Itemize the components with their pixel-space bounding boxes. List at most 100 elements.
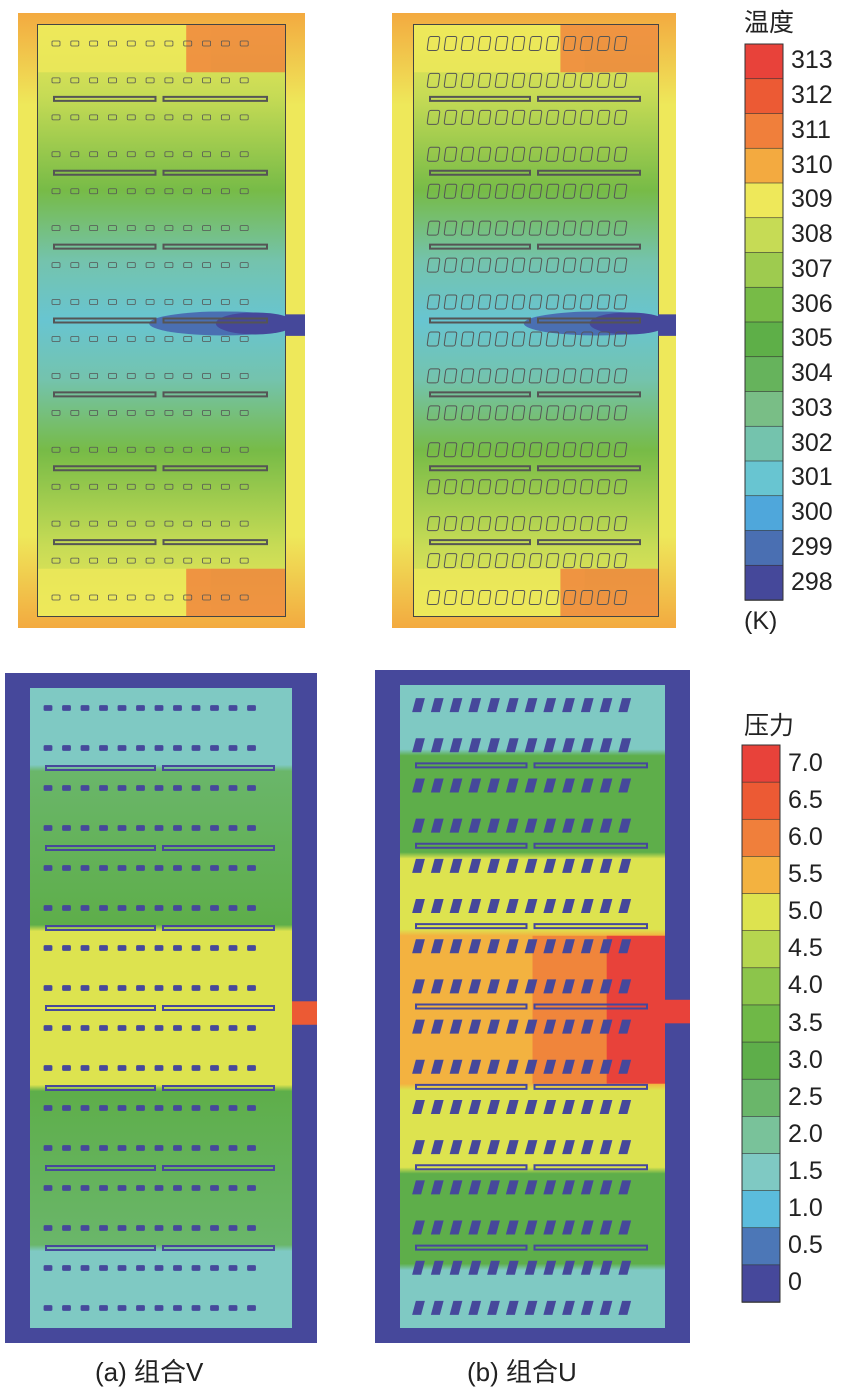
slot <box>80 865 90 871</box>
slot <box>613 553 628 569</box>
slot <box>210 1305 219 1311</box>
slot <box>247 985 256 991</box>
slot <box>202 299 211 305</box>
slot <box>191 705 201 711</box>
slot <box>613 442 628 458</box>
slot <box>43 1185 53 1191</box>
slot <box>580 1300 594 1315</box>
slot <box>487 858 500 873</box>
slot <box>99 705 108 711</box>
slot <box>599 1019 613 1034</box>
slot <box>43 1145 53 1151</box>
slot <box>528 257 543 273</box>
slot <box>579 220 594 236</box>
slot <box>618 1059 632 1074</box>
slot <box>164 409 174 416</box>
slot <box>117 1225 127 1231</box>
slot <box>412 698 425 713</box>
slot <box>202 188 211 195</box>
slot <box>562 899 575 914</box>
slot <box>579 331 594 347</box>
slot <box>618 939 632 954</box>
temperature-legend-label: 304 <box>791 359 833 388</box>
slot <box>430 778 444 793</box>
slot <box>70 262 80 268</box>
slot <box>528 516 543 532</box>
caption-a: (a) 组合V <box>95 1357 204 1387</box>
slot <box>613 109 628 125</box>
slot <box>183 336 193 342</box>
slot <box>247 1065 256 1071</box>
slot <box>412 858 425 873</box>
slot <box>228 945 238 951</box>
outlet-channel <box>665 999 690 1024</box>
slot <box>247 1265 256 1271</box>
slot <box>70 188 80 195</box>
slot <box>505 1099 519 1114</box>
slot <box>173 825 182 831</box>
slot <box>562 818 575 833</box>
slot <box>430 1180 444 1195</box>
slot <box>99 1065 108 1071</box>
slot <box>562 1180 575 1195</box>
slot <box>43 1105 53 1111</box>
slot <box>117 1145 127 1151</box>
slot <box>108 225 117 232</box>
slot <box>511 183 526 199</box>
slot <box>468 1260 482 1275</box>
slot <box>528 368 543 384</box>
temperature-legend-label: 311 <box>791 115 831 144</box>
slot <box>545 72 560 88</box>
slot <box>164 77 174 84</box>
slot <box>99 1305 108 1311</box>
slot <box>183 520 193 527</box>
slot <box>108 336 117 342</box>
slot <box>220 299 230 305</box>
baffle <box>53 95 157 102</box>
slot <box>183 557 193 564</box>
baffle <box>53 243 157 250</box>
slot <box>596 442 611 458</box>
slot <box>108 77 117 84</box>
slot <box>108 151 117 158</box>
slot <box>108 446 117 453</box>
slot <box>579 72 594 88</box>
slot <box>460 405 475 421</box>
slot <box>164 557 174 564</box>
slot <box>443 442 458 458</box>
slot <box>191 985 201 991</box>
slot <box>43 1025 53 1031</box>
slot <box>494 331 509 347</box>
slot <box>173 785 182 791</box>
slot <box>543 778 557 793</box>
slot <box>117 745 127 751</box>
slot <box>136 1305 145 1311</box>
slot <box>80 1105 90 1111</box>
slot <box>202 225 211 232</box>
slot <box>494 442 509 458</box>
slot <box>43 1305 53 1311</box>
slot <box>511 220 526 236</box>
slot <box>210 1025 219 1031</box>
slot <box>449 1099 463 1114</box>
slot <box>443 405 458 421</box>
slot <box>126 336 136 342</box>
slot <box>545 220 560 236</box>
slot <box>51 446 61 453</box>
baffle <box>162 845 275 851</box>
slot <box>117 1185 127 1191</box>
slot <box>173 1265 182 1271</box>
slot <box>524 1019 538 1034</box>
baffle <box>429 391 531 398</box>
slot <box>511 72 526 88</box>
slot <box>228 905 238 911</box>
slot <box>183 40 193 47</box>
slot <box>487 899 500 914</box>
slot <box>545 368 560 384</box>
slot <box>228 1025 238 1031</box>
slot <box>477 146 492 162</box>
slot <box>154 985 164 991</box>
temperature-legend-swatch <box>744 356 784 393</box>
slot <box>89 483 99 490</box>
pressure-legend-label: 6.5 <box>788 785 823 814</box>
